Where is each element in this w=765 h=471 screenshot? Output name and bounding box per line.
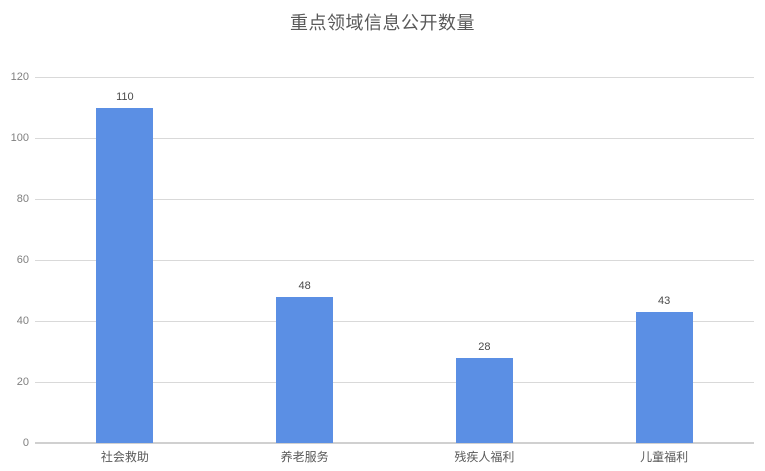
bar-2	[455, 357, 513, 443]
x-axis-category-label-3: 儿童福利	[640, 450, 689, 464]
y-axis-tick-100: 100	[10, 132, 29, 144]
x-axis-line	[35, 442, 754, 444]
gridline-y-20	[35, 382, 754, 383]
chart-title: 重点领域信息公开数量	[290, 13, 475, 33]
gridline-y-60	[35, 260, 754, 261]
bar-value-label-0: 110	[116, 90, 134, 103]
y-axis-tick-40: 40	[16, 315, 29, 327]
bar-0	[96, 107, 154, 443]
bar-value-label-1: 48	[298, 279, 311, 292]
bar-1	[276, 296, 334, 443]
y-axis-tick-20: 20	[16, 376, 29, 388]
x-axis-category-label-2: 残疾人福利	[454, 450, 515, 464]
bar-3	[635, 311, 693, 443]
gridline-y-40	[35, 321, 754, 322]
bar-value-label-2: 28	[478, 340, 491, 353]
x-axis-category-label-0: 社会救助	[100, 450, 149, 464]
y-axis-tick-120: 120	[10, 71, 29, 83]
bar-value-label-3: 43	[658, 294, 671, 307]
gridline-y-120	[35, 77, 754, 78]
x-axis-category-label-1: 养老服务	[280, 450, 329, 464]
gridline-y-100	[35, 138, 754, 139]
gridline-y-80	[35, 199, 754, 200]
y-axis-tick-80: 80	[16, 193, 29, 205]
y-axis-tick-60: 60	[16, 254, 29, 266]
y-axis-tick-0: 0	[22, 437, 29, 449]
